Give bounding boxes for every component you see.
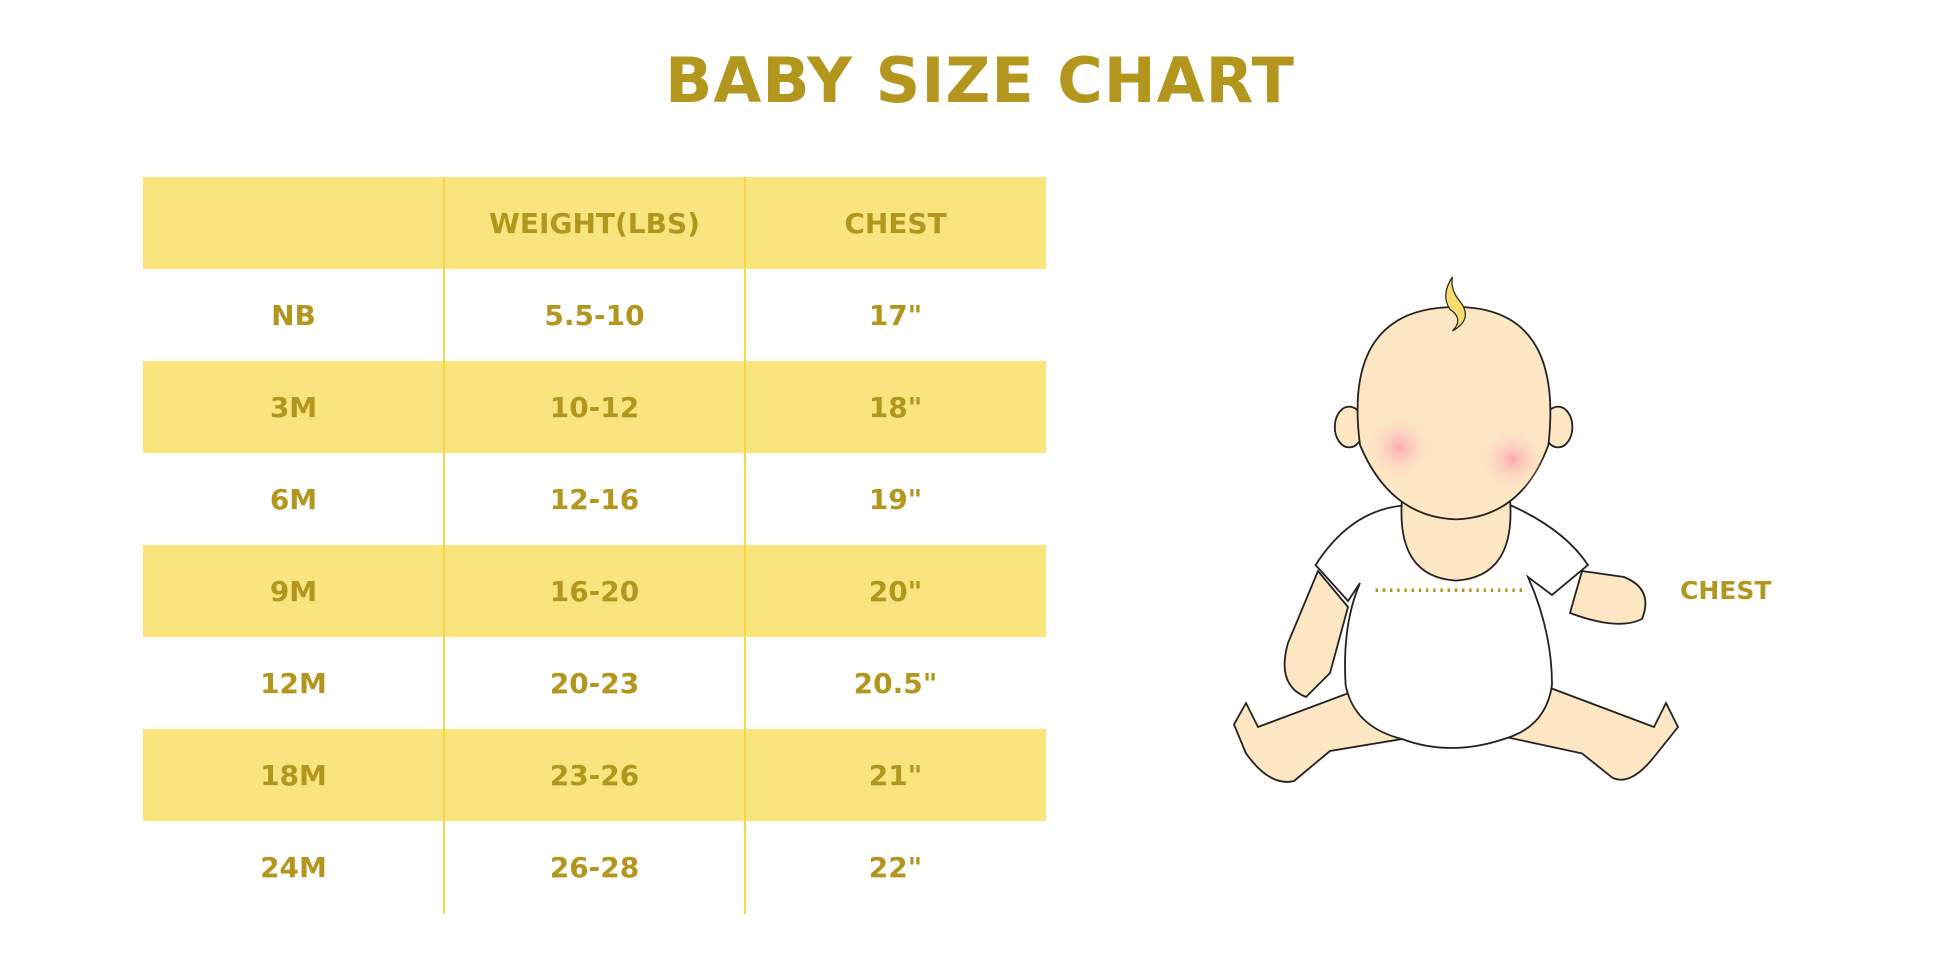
cell-size: 24M: [260, 850, 327, 884]
cell-chest: 21": [868, 758, 923, 792]
cell-chest: 18": [868, 390, 923, 424]
cell-size: 3M: [269, 390, 318, 424]
cell-weight: 16-20: [549, 574, 640, 608]
baby-illustration: [1233, 276, 1680, 783]
cell-chest: 20": [868, 574, 923, 608]
column-divider: [443, 177, 445, 914]
table-row: 18M 23-26 21": [143, 729, 1046, 821]
cell-size: NB: [271, 298, 316, 332]
table-row: 3M 10-12 18": [143, 361, 1046, 453]
cell-weight: 12-16: [549, 482, 640, 516]
page-title: BABY SIZE CHART: [665, 44, 1295, 117]
cell-weight: 26-28: [549, 850, 640, 884]
header-chest: CHEST: [844, 206, 947, 240]
cell-chest: 20.5": [853, 666, 938, 700]
cell-chest: 22": [868, 850, 923, 884]
header-weight: WEIGHT(LBS): [489, 206, 700, 240]
cell-size: 12M: [260, 666, 327, 700]
table-row: 6M 12-16 19": [143, 453, 1046, 545]
cell-weight: 20-23: [549, 666, 640, 700]
size-table: WEIGHT(LBS) CHEST NB 5.5-10 17" 3M 10-12 18" 6…: [143, 177, 1046, 914]
cell-weight: 5.5-10: [544, 298, 645, 332]
baby-head: [1333, 276, 1574, 521]
cell-size: 9M: [269, 574, 318, 608]
cell-size: 18M: [260, 758, 327, 792]
table-row: 12M 20-23 20.5": [143, 637, 1046, 729]
header-size: [143, 177, 444, 269]
table-header-row: WEIGHT(LBS) CHEST: [143, 177, 1046, 269]
table-row: 9M 16-20 20": [143, 545, 1046, 637]
chest-label: CHEST: [1680, 576, 1772, 605]
cell-weight: 23-26: [549, 758, 640, 792]
cell-chest: 19": [868, 482, 923, 516]
column-divider: [744, 177, 746, 914]
table-row: 24M 26-28 22": [143, 821, 1046, 913]
cell-chest: 17": [868, 298, 923, 332]
cell-size: 6M: [269, 482, 318, 516]
cell-weight: 10-12: [549, 390, 640, 424]
table-row: NB 5.5-10 17": [143, 269, 1046, 361]
